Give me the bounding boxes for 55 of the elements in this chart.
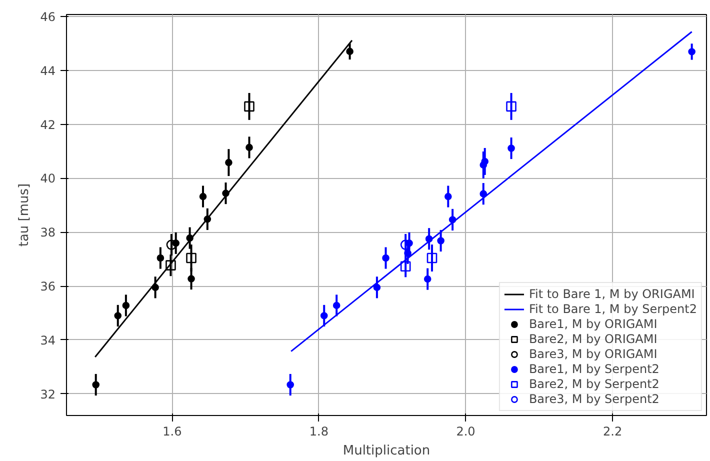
point <box>448 216 456 224</box>
point <box>444 192 452 200</box>
point <box>188 275 195 282</box>
point <box>508 144 515 152</box>
point <box>346 48 354 56</box>
point <box>480 190 488 198</box>
legend-label: Bare3, M by Serpent2 <box>528 392 660 406</box>
legend-label: Fit to Bare 1, M by ORIGAMI <box>528 287 695 301</box>
y-tick-label: 46 <box>40 10 56 24</box>
point <box>332 302 340 310</box>
point <box>114 312 122 320</box>
point <box>152 284 159 292</box>
point <box>425 235 433 243</box>
point <box>204 216 212 223</box>
y-tick-label: 38 <box>40 226 56 240</box>
point <box>426 252 438 264</box>
point <box>424 275 432 283</box>
point <box>186 252 196 264</box>
legend-label: Bare2, M by Serpent2 <box>528 377 660 391</box>
point <box>244 101 254 112</box>
x-tick-label: 2.2 <box>603 424 622 438</box>
legend-label: Bare2, M by ORIGAMI <box>528 332 658 346</box>
point <box>122 302 130 310</box>
legend-label: Bare1, M by ORIGAMI <box>528 317 658 331</box>
point <box>225 158 232 166</box>
point <box>688 48 696 56</box>
y-tick-label: 34 <box>40 333 56 348</box>
x-tick-label: 2.0 <box>456 424 476 438</box>
y-tick-label: 44 <box>40 64 56 78</box>
point <box>437 237 444 244</box>
point <box>156 254 164 262</box>
y-tick-label: 32 <box>40 387 56 402</box>
point <box>186 234 194 242</box>
point <box>481 158 488 166</box>
point <box>222 190 230 197</box>
legend-label: Bare1, M by Serpent2 <box>528 362 660 376</box>
legend-label: Fit to Bare 1, M by Serpent2 <box>528 302 697 316</box>
legend-label: Bare3, M by ORIGAMI <box>528 347 658 361</box>
x-tick-label: 1.8 <box>309 424 329 438</box>
x-axis-title: Multiplication <box>342 444 430 458</box>
point <box>199 192 207 200</box>
point <box>400 261 411 272</box>
y-tick-label: 42 <box>40 118 56 132</box>
y-axis-title: tau [mus] <box>17 183 32 247</box>
point <box>166 260 176 270</box>
y-tick-label: 40 <box>40 172 56 186</box>
point <box>92 381 100 388</box>
point <box>382 254 390 262</box>
point <box>246 144 253 152</box>
point <box>373 284 381 292</box>
point <box>320 312 328 320</box>
x-tick-label: 1.6 <box>162 424 182 438</box>
y-tick-label: 36 <box>40 280 56 294</box>
point <box>286 381 294 388</box>
point <box>506 101 516 112</box>
